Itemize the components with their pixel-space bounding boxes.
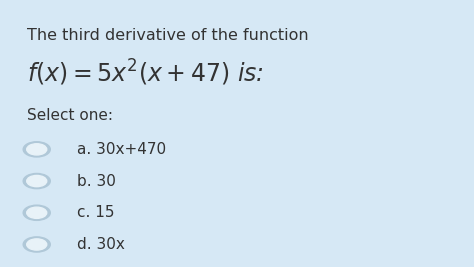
Circle shape: [27, 207, 47, 218]
Text: d. 30x: d. 30x: [77, 237, 125, 252]
Circle shape: [23, 174, 50, 189]
Circle shape: [27, 239, 47, 250]
Text: The third derivative of the function: The third derivative of the function: [27, 28, 309, 43]
Circle shape: [23, 237, 50, 252]
Text: c. 15: c. 15: [77, 205, 114, 220]
Text: a. 30x+470: a. 30x+470: [77, 142, 166, 157]
Text: Select one:: Select one:: [27, 108, 113, 123]
Text: b. 30: b. 30: [77, 174, 116, 189]
Circle shape: [23, 142, 50, 157]
Circle shape: [27, 144, 47, 155]
Text: $f(x)=5x^{2}(x+47)$ is:: $f(x)=5x^{2}(x+47)$ is:: [27, 58, 264, 88]
Circle shape: [27, 175, 47, 187]
Circle shape: [23, 205, 50, 220]
